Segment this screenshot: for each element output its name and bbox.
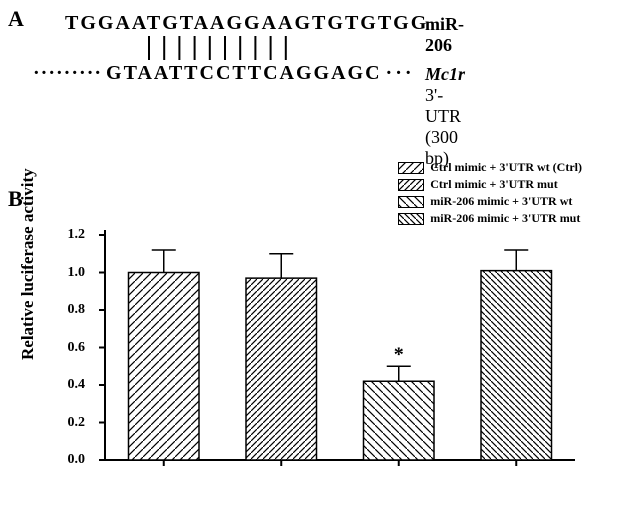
legend-text: Ctrl mimic + 3'UTR wt (Ctrl) — [430, 160, 582, 175]
legend-row: miR-206 mimic + 3'UTR mut — [398, 211, 582, 226]
y-tick: 1.2 — [55, 227, 85, 243]
y-tick: 1.0 — [55, 265, 85, 281]
mir-sequence: TGGAATGTAAGGAAGTGTGTGG — [65, 12, 428, 35]
y-tick: 0.8 — [55, 302, 85, 318]
legend-row: Ctrl mimic + 3'UTR mut — [398, 177, 582, 192]
panel-a-label: A — [8, 6, 24, 32]
y-tick: 0.0 — [55, 452, 85, 468]
legend: Ctrl mimic + 3'UTR wt (Ctrl) Ctrl mimic +… — [398, 160, 582, 228]
legend-swatch — [398, 179, 424, 191]
chart-svg: * — [95, 225, 585, 480]
legend-swatch — [398, 196, 424, 208]
legend-text: miR-206 mimic + 3'UTR mut — [430, 211, 580, 226]
dots-right: ··· — [386, 62, 415, 84]
legend-text: miR-206 mimic + 3'UTR wt — [430, 194, 572, 209]
y-tick: 0.2 — [55, 415, 85, 431]
significance-marker: * — [394, 343, 404, 365]
dots-left: ········· — [33, 62, 102, 84]
y-tick: 0.4 — [55, 377, 85, 393]
match-lines — [65, 34, 415, 62]
bar — [364, 381, 435, 460]
mir-label: miR-206 — [425, 14, 464, 56]
bar — [481, 271, 552, 460]
utr-label-italic: Mc1r — [425, 64, 465, 84]
utr-label: Mc1r 3'-UTR (300 bp) — [425, 64, 465, 169]
utr-row: ········· GTAATTCCTTCAGGAGC ··· — [33, 62, 415, 85]
utr-label-rest: 3'-UTR (300 bp) — [425, 85, 461, 168]
utr-sequence: GTAATTCCTTCAGGAGC — [106, 62, 382, 84]
legend-row: Ctrl mimic + 3'UTR wt (Ctrl) — [398, 160, 582, 175]
panel-b-content: Ctrl mimic + 3'UTR wt (Ctrl) Ctrl mimic +… — [0, 160, 642, 516]
bar — [129, 273, 200, 461]
bar — [246, 278, 317, 460]
y-axis-label: Relative luciferase activity — [18, 168, 38, 360]
y-tick: 0.6 — [55, 340, 85, 356]
legend-swatch — [398, 213, 424, 225]
legend-row: miR-206 mimic + 3'UTR wt — [398, 194, 582, 209]
legend-text: Ctrl mimic + 3'UTR mut — [430, 177, 557, 192]
legend-swatch — [398, 162, 424, 174]
